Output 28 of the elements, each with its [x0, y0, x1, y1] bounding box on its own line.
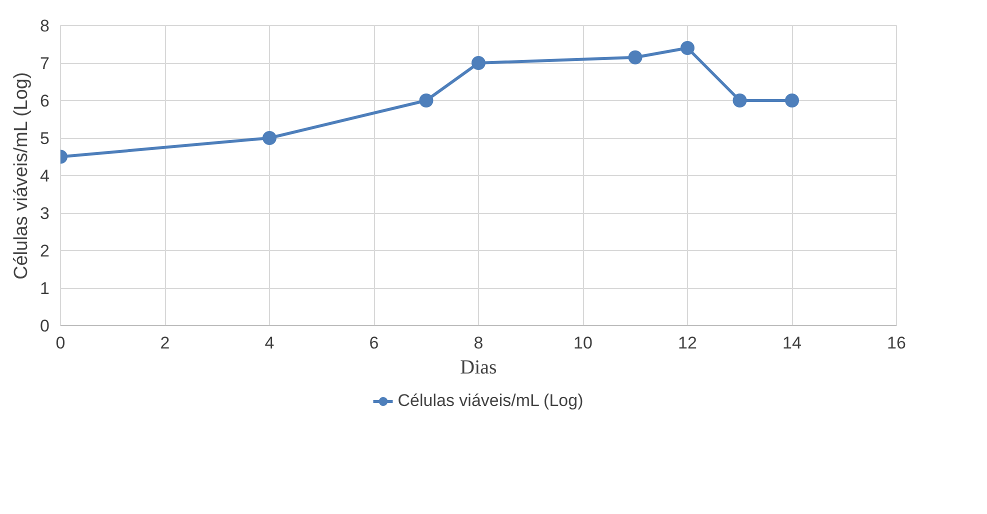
- point: [680, 41, 694, 55]
- x-tick-label: 14: [782, 334, 802, 352]
- x-tick-label: 8: [474, 334, 484, 352]
- x-tick-label: 2: [160, 334, 170, 352]
- point: [628, 50, 642, 64]
- y-tick-label: 1: [40, 279, 50, 298]
- y-tick-label: 7: [40, 54, 50, 73]
- y-tick-label: 4: [40, 166, 50, 186]
- point: [732, 94, 747, 108]
- x-tick-label: 12: [678, 334, 697, 352]
- point: [262, 131, 276, 145]
- y-tick-label: 6: [40, 92, 50, 110]
- point: [472, 56, 486, 70]
- y-tick-label: 2: [40, 242, 50, 260]
- legend-label: Células viáveis/mL (Log): [398, 391, 584, 411]
- y-tick-label: 0: [40, 316, 50, 336]
- x-tick-label: 4: [264, 334, 274, 352]
- y-tick-label: 8: [40, 16, 50, 36]
- point: [419, 94, 434, 108]
- x-tick-label: 6: [369, 334, 379, 352]
- y-axis-title: Células viáveis/mL (Log): [11, 72, 32, 280]
- x-tick-label: 10: [574, 334, 592, 352]
- x-tick-label: 16: [887, 334, 906, 352]
- x-tick-label: 0: [56, 334, 66, 352]
- y-tick-label: 3: [40, 204, 50, 223]
- point: [785, 94, 799, 108]
- y-tick-label: 5: [40, 129, 50, 148]
- x-axis-title: Dias: [460, 356, 498, 378]
